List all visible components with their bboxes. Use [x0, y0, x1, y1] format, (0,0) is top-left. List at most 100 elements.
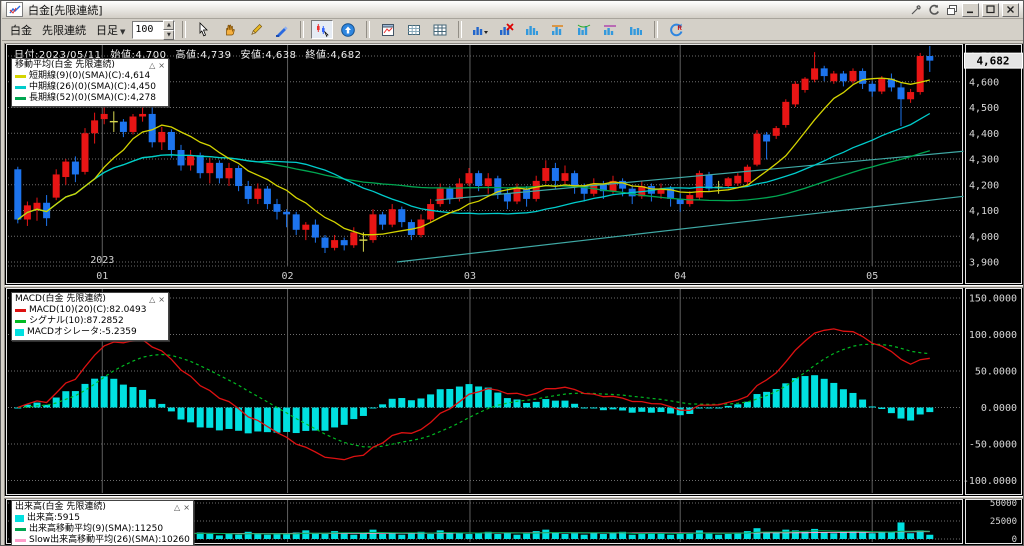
svg-text:04: 04	[674, 271, 686, 282]
title-bar[interactable]: 白金[先限連続]	[2, 1, 1023, 19]
legend-close-icon[interactable]: ×	[158, 61, 165, 70]
svg-text:4,000: 4,000	[969, 232, 999, 243]
grid-large-button[interactable]	[429, 20, 452, 39]
svg-text:4,300: 4,300	[969, 155, 999, 166]
spin-down-icon[interactable]: ▼	[163, 29, 175, 40]
volume-chart[interactable]: 50000 25000 0	[5, 499, 1023, 545]
period-select[interactable]: 日足 ▼	[93, 21, 128, 39]
macd-signal-swatch	[15, 320, 26, 323]
legend-collapse-icon[interactable]: △	[149, 61, 156, 70]
bars-count-input[interactable]	[133, 22, 164, 37]
cascade-windows-icon[interactable]	[944, 3, 959, 16]
ma-legend-item: 中期線(26)(0)(SMA)(C):4,450	[15, 82, 165, 93]
bars-count-spinner: ▲▼	[132, 19, 176, 40]
new-chart-button[interactable]	[377, 20, 400, 39]
svg-text:150.0000: 150.0000	[969, 294, 1017, 305]
svg-text:4,100: 4,100	[969, 206, 999, 217]
toolbar-separator	[458, 21, 463, 38]
legend-collapse-icon[interactable]: △	[174, 503, 181, 512]
svg-text:4,600: 4,600	[969, 77, 999, 88]
macd-chart[interactable]: 150.0000 100.0000 50.0000 0.0000 -50.0000 -10…	[5, 288, 1023, 496]
ma-legend: 移動平均(白金 先限連続) △ × 短期線(9)(0)(SMA)(C):4,614 …	[11, 58, 169, 107]
main-price-chart[interactable]: 4,7004,6004,5004,4004,3004,2004,1004,000…	[5, 44, 1023, 285]
crosshair-select-button[interactable]	[311, 20, 334, 39]
indicator-panel-2-button[interactable]	[547, 20, 570, 39]
spin-up-icon[interactable]: ▲	[163, 19, 175, 30]
ma-legend-item: 短期線(9)(0)(SMA)(C):4,614	[15, 71, 165, 82]
macd-panel: 150.0000 100.0000 50.0000 0.0000 -50.0000 -10…	[4, 287, 1023, 497]
svg-text:3,900: 3,900	[969, 258, 999, 269]
indicator-panel-3-button[interactable]	[573, 20, 596, 39]
toolbar-separator	[182, 21, 187, 38]
vol-ma-fast-swatch	[15, 528, 26, 531]
maximize-button[interactable]	[982, 2, 999, 17]
histogram-menu-icon	[473, 26, 489, 35]
svg-text:4,200: 4,200	[969, 180, 999, 191]
svg-text:-50.0000: -50.0000	[969, 440, 1017, 451]
svg-text:0: 0	[1012, 535, 1017, 545]
pen-tool-button[interactable]	[271, 20, 294, 39]
toolbar-separator	[300, 21, 305, 38]
svg-text:R: R	[678, 26, 683, 32]
indicator-panel-5-button[interactable]	[625, 20, 648, 39]
histogram-5-icon	[630, 26, 643, 35]
svg-text:50000: 50000	[990, 499, 1017, 509]
volume-legend: 出来高(白金 先限連続) △ × 出来高:5915 出来高移動平均(9)(SMA):…	[11, 500, 194, 545]
instrument-label[interactable]: 白金	[10, 23, 32, 37]
svg-text:50.0000: 50.0000	[975, 367, 1017, 378]
link-icon[interactable]	[908, 3, 923, 16]
legend-collapse-icon[interactable]: △	[149, 295, 156, 304]
histogram-3-icon	[578, 24, 591, 35]
info-date: 日付:2023/05/11	[14, 50, 102, 61]
svg-text:-100.0000: -100.0000	[963, 476, 1017, 487]
svg-text:0.0000: 0.0000	[981, 403, 1017, 414]
svg-text:05: 05	[866, 271, 878, 282]
svg-text:4,682: 4,682	[976, 54, 1009, 67]
refresh-icon[interactable]	[926, 3, 941, 16]
histogram-4-icon	[604, 24, 617, 35]
histogram-2-icon	[552, 24, 564, 35]
pencil-icon	[251, 23, 263, 35]
legend-close-icon[interactable]: ×	[183, 503, 190, 512]
scroll-mode-button[interactable]	[337, 20, 360, 39]
volume-legend-item: 出来高移動平均(9)(SMA):11250	[15, 524, 190, 535]
period-value: 日足	[96, 23, 118, 37]
grid-small-button[interactable]	[403, 20, 426, 39]
chart-app-icon	[6, 2, 23, 17]
window-title: 白金[先限連続]	[28, 3, 103, 17]
hand-tool-button[interactable]	[219, 20, 242, 39]
indicator-panel-4-button[interactable]	[599, 20, 622, 39]
volume-legend-item: Slow出来高移動平均(26)(SMA):10260	[15, 535, 190, 545]
svg-text:25000: 25000	[990, 517, 1017, 527]
ma-legend-item: 長期線(52)(0)(SMA)(C):4,278	[15, 93, 165, 104]
info-close: 終値:4,682	[305, 50, 362, 61]
volume-legend-title: 出来高(白金 先限連続)	[15, 502, 106, 512]
macd-legend-title: MACD(白金 先限連続)	[15, 294, 106, 304]
indicator-menu-button[interactable]	[469, 20, 492, 39]
close-button[interactable]	[1002, 2, 1019, 17]
toolbar: 白金 先限連続 日足▼ ▲▼ R	[2, 19, 1023, 41]
cursor-tool-button[interactable]	[193, 20, 216, 39]
indicator-remove-button[interactable]	[495, 20, 518, 39]
contract-label[interactable]: 先限連続	[42, 23, 86, 37]
ma-mid-swatch	[15, 86, 26, 89]
volume-legend-item: 出来高:5915	[15, 513, 190, 524]
macd-legend-item: シグナル(10):87.2852	[15, 316, 165, 327]
grid-large-icon	[433, 24, 447, 35]
ma-short-swatch	[15, 75, 26, 78]
legend-close-icon[interactable]: ×	[158, 295, 165, 304]
chart-window-icon	[382, 23, 395, 36]
macd-legend-item: MACD(10)(20)(C):82.0493	[15, 305, 165, 316]
minimize-button[interactable]	[962, 2, 979, 17]
cursor-icon	[199, 21, 209, 36]
volume-swatch	[15, 515, 24, 522]
info-low: 安値:4,638	[240, 50, 297, 61]
reset-chart-button[interactable]: R	[665, 20, 688, 39]
ohlc-info-bar: 日付:2023/05/11 始値:4,700 高値:4,739 安値:4,638 終値:…	[14, 46, 371, 61]
macd-line-swatch	[15, 309, 26, 312]
toolbar-separator	[366, 21, 371, 38]
indicator-panel-1-button[interactable]	[521, 20, 544, 39]
macd-legend: MACD(白金 先限連続) △ × MACD(10)(20)(C):82.0493 …	[11, 292, 169, 341]
info-high: 高値:4,739	[175, 50, 232, 61]
pencil-tool-button[interactable]	[245, 20, 268, 39]
